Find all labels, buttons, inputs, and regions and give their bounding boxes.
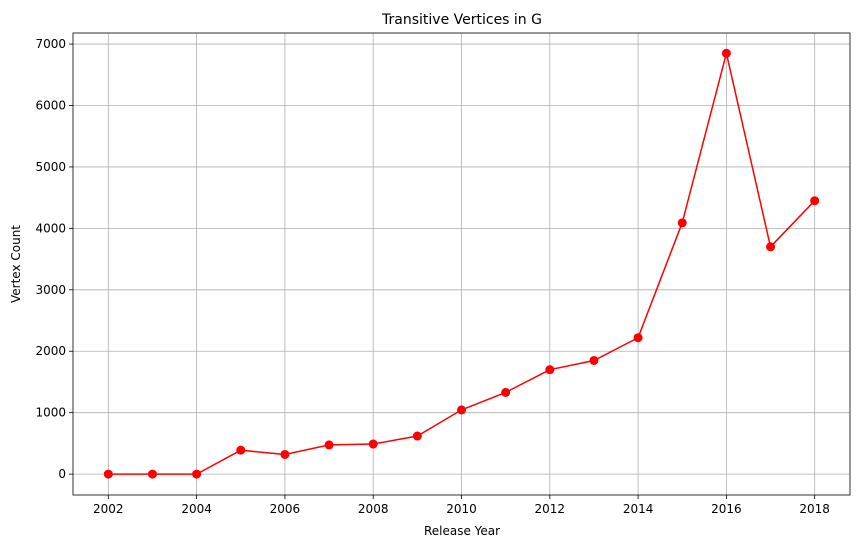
y-tick-label: 6000 xyxy=(35,98,66,112)
data-point xyxy=(766,242,776,252)
axis-ticks: 2002 2004 2006 2008 2010 2012 2014 2016 2018 0 100… xyxy=(35,37,830,516)
y-tick-label: 1000 xyxy=(35,406,66,420)
x-tick-label: 2002 xyxy=(93,502,124,516)
plot-frame xyxy=(72,32,851,496)
x-tick-label: 2016 xyxy=(711,502,742,516)
data-point xyxy=(589,355,599,365)
y-tick-label: 3000 xyxy=(35,283,66,297)
data-point xyxy=(810,196,820,206)
data-point xyxy=(633,333,643,343)
x-tick-label: 2004 xyxy=(181,502,212,516)
data-point xyxy=(368,439,378,449)
data-point xyxy=(192,469,202,479)
x-tick-label: 2018 xyxy=(799,502,830,516)
x-tick-label: 2012 xyxy=(535,502,566,516)
data-point xyxy=(457,405,466,415)
data-point xyxy=(412,431,422,441)
y-tick-label: 2000 xyxy=(35,344,66,358)
data-point xyxy=(103,469,113,479)
y-tick-label: 7000 xyxy=(35,37,66,51)
data-series xyxy=(103,48,820,479)
x-tick-label: 2014 xyxy=(623,502,654,516)
data-point xyxy=(147,469,157,479)
y-tick-label: 5000 xyxy=(35,160,66,174)
x-tick-label: 2008 xyxy=(358,502,389,516)
data-point xyxy=(677,218,687,228)
data-point xyxy=(280,449,290,459)
y-axis-label: Vertex Count xyxy=(9,225,23,303)
grid xyxy=(73,33,850,495)
chart-title: Transitive Vertices in G xyxy=(381,12,542,28)
data-point xyxy=(324,440,334,450)
y-tick-label: 0 xyxy=(58,467,66,481)
x-tick-label: 2006 xyxy=(270,502,301,516)
data-point xyxy=(545,365,555,375)
y-tick-label: 4000 xyxy=(35,221,66,235)
x-tick-label: 2010 xyxy=(446,502,477,516)
data-point xyxy=(721,48,731,58)
x-axis-label: Release Year xyxy=(424,524,500,538)
data-point xyxy=(501,387,511,397)
data-point xyxy=(236,445,246,455)
